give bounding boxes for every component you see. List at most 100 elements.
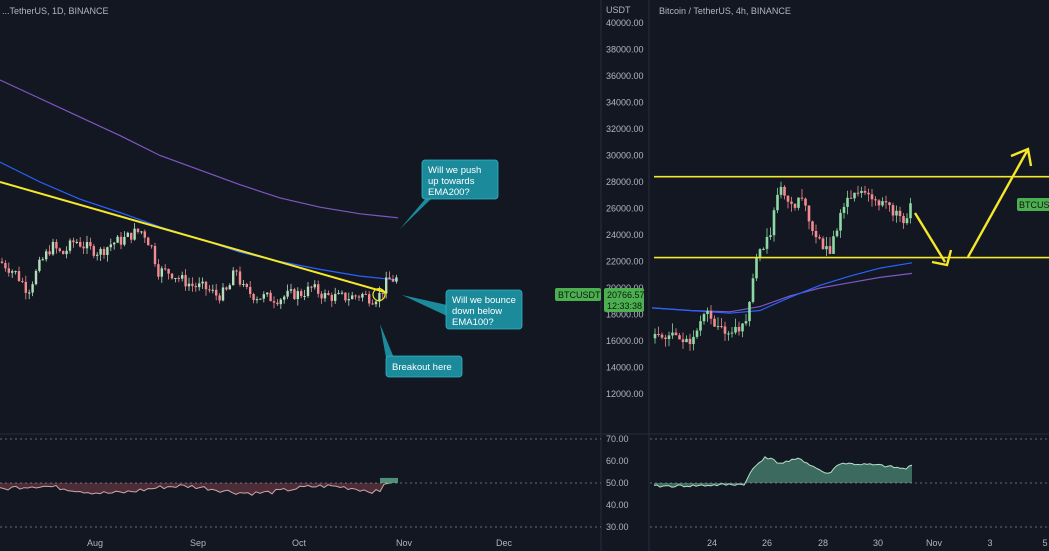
candle-body (113, 242, 116, 245)
candle-body (140, 231, 143, 233)
price-tick-label: 24000.00 (606, 230, 644, 240)
candle-body (856, 192, 860, 194)
price-tick-label: 22000.00 (606, 257, 644, 267)
candle-body (92, 246, 95, 256)
candle-body (699, 321, 702, 331)
candle-body (660, 334, 664, 338)
candle-body (755, 257, 758, 279)
candle-body (723, 326, 727, 334)
candle-body (208, 289, 211, 291)
countdown-text: 12:33:38 (607, 301, 642, 311)
rsi-fill-left (0, 481, 398, 496)
candle-body (204, 281, 208, 290)
candle-body (790, 201, 793, 204)
candle-body (706, 310, 709, 315)
rsi-tick-label: 40.00 (606, 500, 629, 510)
candle-body (895, 210, 898, 216)
candle-body (45, 251, 48, 260)
candle-body (153, 246, 157, 265)
candle-body (24, 281, 27, 293)
candle-body (748, 301, 751, 322)
candle-body (181, 275, 184, 279)
candle-body (762, 248, 765, 250)
callout-ema100[interactable]: Will we bounce down below EMA100? (402, 289, 523, 330)
candle-body (147, 237, 150, 246)
candle-body (55, 241, 58, 249)
candle-body (276, 302, 279, 305)
x-tick-label: 30 (873, 538, 883, 548)
candle-body (72, 240, 75, 243)
candle-body (842, 206, 846, 213)
candle-body (727, 333, 730, 335)
candle-body (695, 330, 699, 337)
candle-body (4, 263, 7, 269)
candle-body (671, 332, 674, 336)
candle-body (109, 244, 112, 248)
candle-body (758, 249, 762, 258)
candle-body (807, 205, 811, 222)
user-drawings[interactable] (0, 147, 1049, 302)
right-chart-title: Bitcoin / TetherUS, 4h, BINANCE (659, 6, 791, 16)
candle-body (867, 192, 870, 195)
callout-ema200[interactable]: Will we push up towards EMA200? (400, 159, 499, 229)
candle-body (249, 286, 252, 295)
candle-body (877, 200, 881, 206)
x-tick-label: Aug (87, 538, 103, 548)
trendline (0, 181, 388, 294)
candle-body (31, 284, 34, 293)
projection-arrow-down (913, 212, 947, 263)
candle-body (96, 254, 99, 256)
candle-body (364, 293, 367, 295)
right-rsi-pane (653, 456, 913, 488)
candle-body (28, 292, 31, 294)
candle-body (779, 186, 783, 195)
candle-body (225, 287, 228, 290)
candle-body (283, 296, 286, 300)
candle-body (371, 303, 374, 305)
candle-body (232, 270, 235, 286)
candle-body (344, 292, 347, 301)
candle-body (800, 197, 804, 199)
candle-body (825, 246, 828, 250)
rsi-line-right (653, 456, 913, 488)
candle-body (849, 197, 853, 199)
projection-arrow-down-head (931, 249, 953, 267)
candle-body (157, 264, 160, 277)
candle-body (347, 299, 350, 301)
price-tick-label: 28000.00 (606, 177, 644, 187)
right-candles (653, 181, 912, 351)
callout-breakout[interactable]: Breakout here (380, 324, 463, 378)
candle-body (221, 287, 225, 301)
price-tick-label: 30000.00 (606, 151, 644, 161)
price-axis-currency: USDT (606, 5, 631, 15)
candle-body (14, 271, 17, 273)
candle-body (21, 280, 24, 282)
candle-body (17, 271, 21, 281)
candle-body (235, 270, 238, 272)
candle-body (741, 323, 744, 332)
candle-body (905, 218, 909, 224)
x-tick-label: 5 (1042, 538, 1047, 548)
price-tick-label: 38000.00 (606, 45, 644, 55)
rsi-tick-label: 50.00 (606, 478, 629, 488)
candle-body (174, 278, 177, 280)
candle-body (786, 195, 790, 202)
candle-body (664, 337, 667, 340)
candle-body (106, 247, 109, 256)
rsi-fill-left-up (380, 477, 398, 483)
candle-body (751, 278, 755, 302)
symbol-badge-right-text: BTCUSD (1019, 200, 1049, 210)
candle-body (657, 334, 660, 336)
price-tick-label: 16000.00 (606, 336, 644, 346)
candle-body (296, 291, 299, 300)
candle-body (303, 295, 306, 297)
candle-body (368, 294, 371, 304)
candle-body (713, 318, 716, 327)
candle-body (385, 277, 388, 294)
candle-body (769, 235, 772, 237)
candle-body (327, 293, 330, 295)
candle-body (860, 190, 863, 193)
candle-body (160, 268, 163, 277)
candle-body (215, 289, 218, 296)
